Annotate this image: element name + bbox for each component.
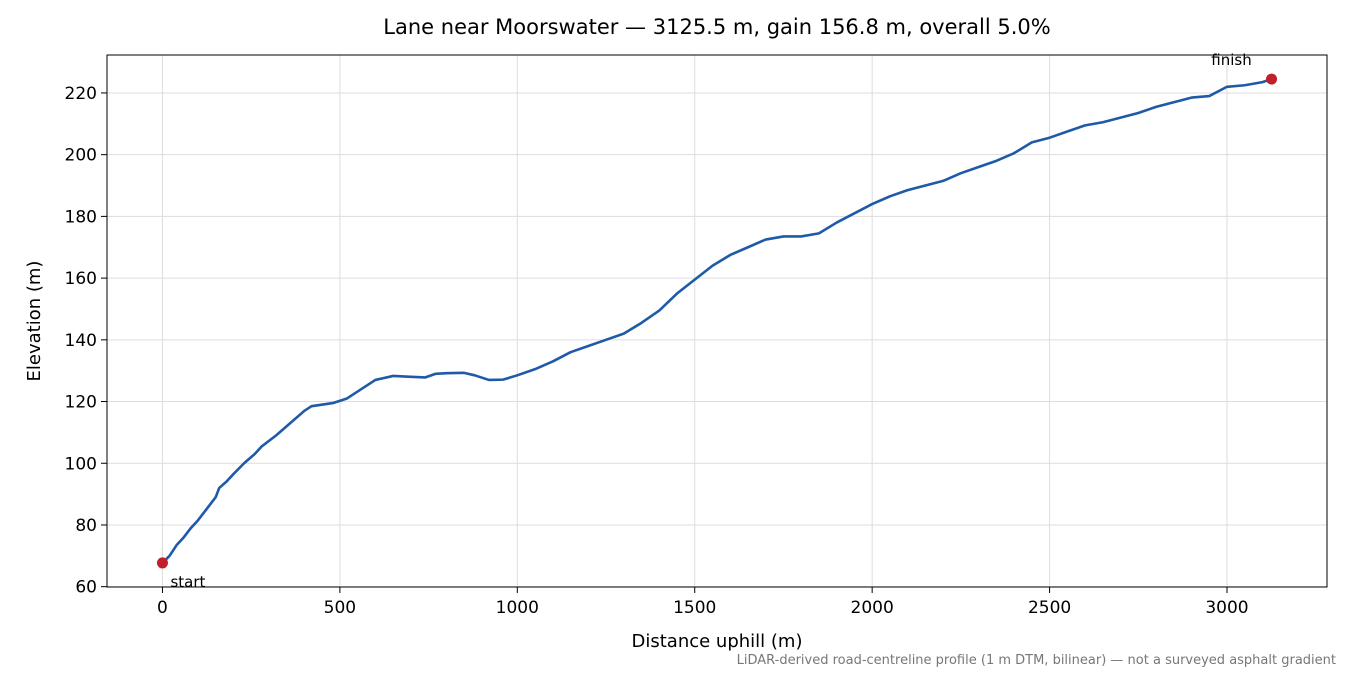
y-tick-label: 140	[65, 331, 97, 351]
x-axis-label: Distance uphill (m)	[632, 631, 803, 652]
plot-frame	[106, 54, 1328, 588]
y-tick-label: 120	[65, 393, 97, 413]
start-marker	[156, 557, 168, 569]
finish-marker	[1266, 73, 1278, 85]
x-tick-label: 500	[324, 598, 356, 618]
y-tick-label: 160	[65, 269, 97, 289]
y-tick-label: 60	[75, 578, 97, 598]
chart-title: Lane near Moorswater — 3125.5 m, gain 15…	[383, 15, 1050, 39]
y-tick-label: 220	[65, 84, 97, 104]
footnote: LiDAR-derived road-centreline profile (1…	[737, 653, 1336, 668]
y-tick-label: 180	[65, 207, 97, 227]
y-tick-label: 80	[75, 516, 97, 536]
y-axis-label: Elevation (m)	[24, 261, 45, 382]
x-tick-label: 1500	[673, 598, 716, 618]
x-tick-label: 1000	[496, 598, 539, 618]
x-tick-label: 2000	[851, 598, 894, 618]
x-tick-label: 0	[157, 598, 168, 618]
elevation-line	[161, 77, 1272, 564]
x-tick-label: 3000	[1205, 598, 1248, 618]
start-annotation: start	[170, 573, 205, 591]
x-tick-label: 2500	[1028, 598, 1071, 618]
finish-annotation: finish	[1211, 51, 1251, 69]
y-tick-label: 200	[65, 146, 97, 166]
y-tick-label: 100	[65, 454, 97, 474]
